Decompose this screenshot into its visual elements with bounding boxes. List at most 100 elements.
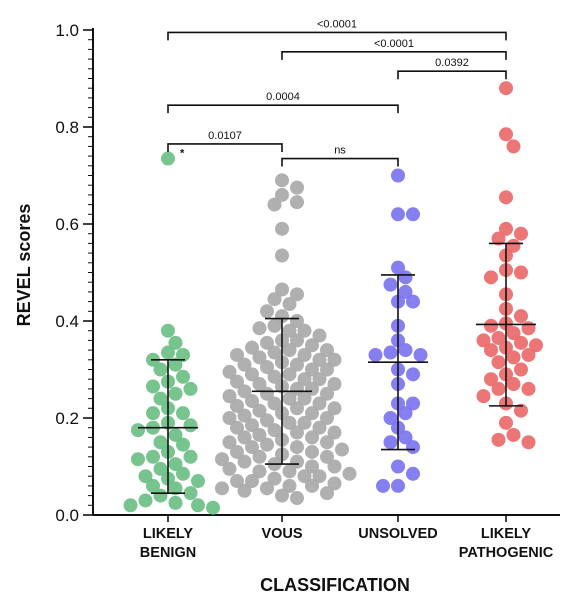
data-point: [153, 362, 168, 377]
axes-layer: 0.0 0.2 0.4 0.6 0.8 1.0 LIKELY BENIGN VOUS UNSOLV…: [55, 21, 560, 561]
data-point: [320, 486, 334, 501]
data-point: [282, 478, 297, 493]
data-point: [491, 381, 506, 396]
data-point: [406, 207, 420, 222]
data-point: [312, 328, 327, 343]
data-point: [176, 406, 190, 421]
data-point: [176, 347, 190, 362]
data-point: [153, 488, 168, 503]
data-point: [252, 377, 267, 392]
data-point: [290, 180, 304, 195]
data-point: [260, 437, 274, 452]
data-point: [476, 389, 491, 404]
data-point: [521, 321, 536, 336]
brackets-layer: <0.0001 <0.0001 0.0392 0.0004 0.0107 ns *: [167, 18, 507, 167]
data-point: [222, 389, 237, 404]
data-point: [391, 207, 405, 222]
x-tick-label: UNSOLVED: [358, 526, 438, 542]
data-point: [237, 483, 252, 498]
data-point: [245, 418, 259, 433]
significance-bracket: [397, 70, 507, 80]
data-point: [260, 360, 274, 375]
data-point: [506, 238, 521, 253]
data-point: [499, 221, 513, 236]
data-point: [161, 323, 175, 338]
data-point: [168, 481, 183, 496]
data-point: [305, 478, 319, 493]
data-point: [484, 372, 498, 387]
data-point: [320, 386, 334, 401]
data-point: [230, 444, 244, 459]
data-point: [275, 309, 289, 324]
data-point: [168, 357, 183, 372]
data-point: [222, 435, 237, 450]
data-point: [176, 466, 190, 481]
data-point: [406, 294, 420, 309]
data-point: [305, 430, 319, 445]
data-point: [267, 369, 282, 384]
data-point: [168, 386, 183, 401]
data-point: [275, 221, 289, 236]
data-point: [267, 471, 282, 486]
significance-bracket: [281, 51, 507, 60]
summary-layer: [138, 242, 536, 494]
data-point: [529, 338, 543, 353]
data-point: [312, 352, 327, 367]
data-point: [398, 270, 413, 285]
data-point: [237, 357, 252, 372]
data-point: [499, 127, 513, 142]
data-point: [138, 469, 153, 484]
data-point: [398, 406, 413, 421]
data-point: [168, 457, 183, 472]
data-point: [282, 297, 297, 312]
data-point: [153, 435, 168, 450]
data-point: [290, 333, 304, 348]
significance-bracket: [281, 157, 399, 167]
data-point: [267, 292, 282, 307]
x-tick-label: LIKELY: [143, 526, 194, 542]
data-point: [491, 330, 506, 345]
data-point: [305, 444, 319, 459]
data-point: [320, 411, 334, 425]
data-point: [153, 391, 168, 406]
data-point: [499, 190, 513, 205]
data-point: [297, 469, 312, 484]
data-point: [383, 411, 398, 425]
data-point: [183, 449, 198, 464]
data-point: [131, 423, 145, 438]
data-point: [230, 474, 244, 489]
data-point: [252, 321, 267, 336]
data-point: [282, 323, 297, 338]
data-point: [327, 459, 342, 474]
data-point: [297, 415, 312, 430]
data-point: [267, 396, 282, 411]
data-point: [499, 415, 513, 430]
data-point: [131, 452, 145, 467]
data-point: [161, 345, 175, 360]
data-point: [290, 314, 304, 328]
data-point: [491, 231, 506, 246]
p-value-label: 0.0107: [208, 130, 242, 142]
data-point: [327, 352, 342, 367]
data-point: [290, 195, 304, 210]
x-axis-title: CLASSIFICATION: [260, 575, 410, 595]
data-point: [290, 425, 304, 440]
data-point: [327, 401, 342, 416]
data-point: [282, 415, 297, 430]
significance-bracket: [167, 31, 507, 41]
data-point: [484, 270, 498, 285]
data-point: [320, 435, 334, 450]
data-point: [290, 287, 304, 302]
data-point: [376, 478, 390, 493]
data-point: [252, 427, 267, 442]
data-point: [305, 362, 319, 377]
p-value-label: 0.0004: [266, 91, 300, 103]
data-point: [222, 364, 237, 379]
data-point: [327, 476, 342, 491]
data-point: [275, 488, 289, 503]
data-point: [290, 454, 304, 469]
data-point: [506, 427, 521, 442]
data-point: [320, 449, 334, 464]
data-point: [146, 406, 160, 421]
